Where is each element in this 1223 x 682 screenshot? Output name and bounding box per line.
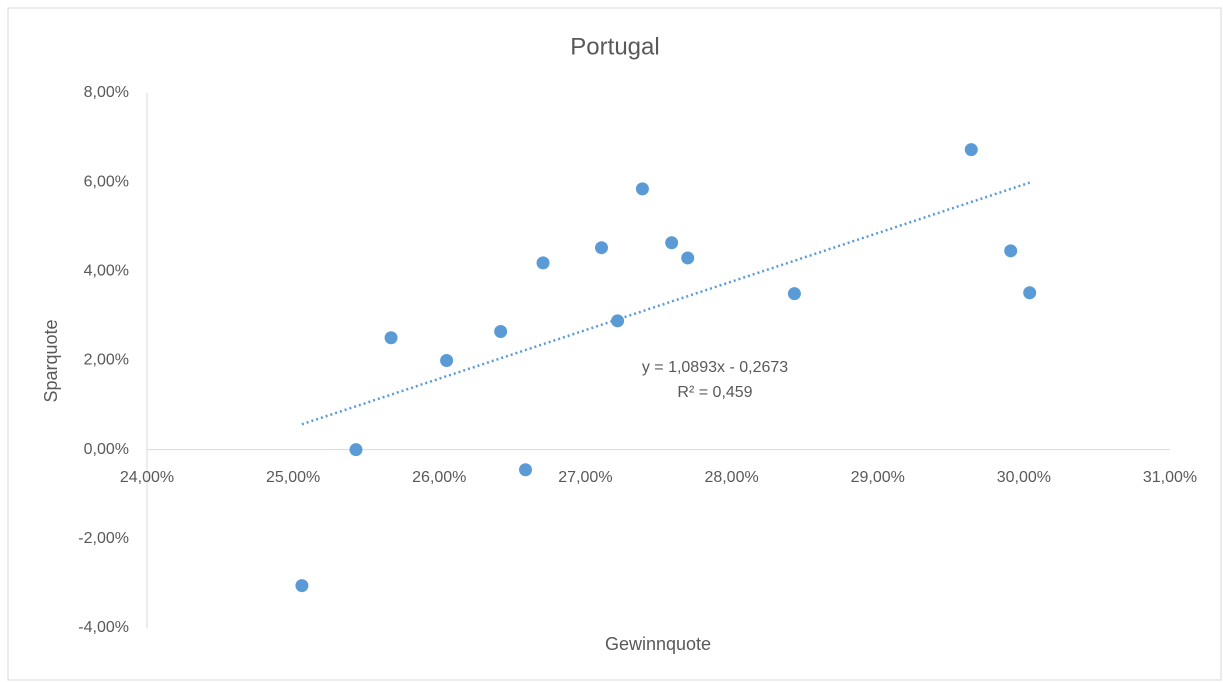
point <box>384 331 398 345</box>
point <box>295 579 309 593</box>
x-tick-label: 27,00% <box>558 469 612 486</box>
y-tick-label: -4,00% <box>78 619 129 636</box>
point <box>595 241 609 255</box>
trendline-equation: y = 1,0893x - 0,2673 <box>642 359 788 376</box>
x-tick-label: 31,00% <box>1143 469 1197 486</box>
x-axis-label: Gewinnquote <box>605 634 711 654</box>
point <box>787 287 801 301</box>
y-axis-label: Sparquote <box>41 319 61 402</box>
x-tick-label: 25,00% <box>266 469 320 486</box>
point <box>349 443 363 457</box>
chart-title: Portugal <box>570 33 659 60</box>
point <box>611 314 625 328</box>
point <box>964 143 978 157</box>
y-tick-label: -2,00% <box>78 530 129 547</box>
trendline-equation: R² = 0,459 <box>677 384 752 401</box>
point <box>1004 244 1018 258</box>
point <box>635 182 649 196</box>
x-tick-label: 30,00% <box>997 469 1051 486</box>
point <box>536 256 550 270</box>
point <box>494 325 508 339</box>
chart-frame <box>7 7 1222 681</box>
point <box>519 463 533 477</box>
x-tick-label: 26,00% <box>412 469 466 486</box>
x-tick-label: 29,00% <box>851 469 905 486</box>
y-tick-label: 4,00% <box>84 263 129 280</box>
point <box>681 251 695 265</box>
point <box>1023 286 1037 300</box>
y-tick-label: 6,00% <box>84 173 129 190</box>
x-tick-label: 28,00% <box>704 469 758 486</box>
y-tick-label: 0,00% <box>84 441 129 458</box>
y-tick-label: 2,00% <box>84 352 129 369</box>
point <box>665 236 679 250</box>
y-tick-label: 8,00% <box>84 84 129 101</box>
x-tick-label: 24,00% <box>120 469 174 486</box>
point <box>440 354 454 367</box>
